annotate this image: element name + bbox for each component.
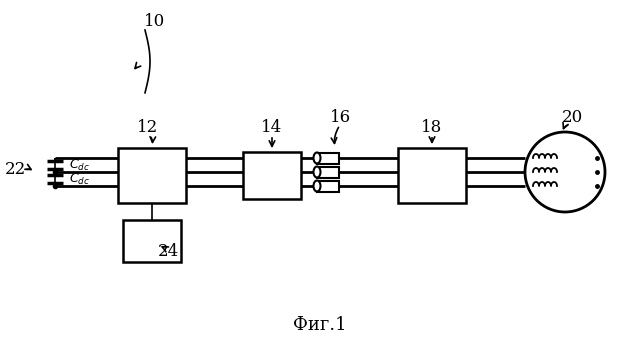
Text: 24: 24 <box>157 244 179 260</box>
Text: 20: 20 <box>561 109 582 127</box>
Ellipse shape <box>314 180 321 191</box>
Bar <box>118 148 186 203</box>
Circle shape <box>525 132 605 212</box>
Bar <box>243 152 301 199</box>
Bar <box>317 153 339 164</box>
Text: $C_{dc}$: $C_{dc}$ <box>69 157 90 173</box>
Text: 22: 22 <box>4 162 26 178</box>
Bar <box>123 220 181 262</box>
Bar <box>398 148 466 203</box>
Text: 12: 12 <box>138 119 159 137</box>
Ellipse shape <box>314 166 321 177</box>
Bar <box>317 180 339 191</box>
Ellipse shape <box>314 153 321 164</box>
Bar <box>317 166 339 177</box>
Text: 16: 16 <box>330 109 351 127</box>
Text: 14: 14 <box>261 119 283 137</box>
Text: 18: 18 <box>421 119 443 137</box>
Text: Фиг.1: Фиг.1 <box>293 316 347 334</box>
Text: $C_{dc}$: $C_{dc}$ <box>69 172 90 187</box>
Text: 10: 10 <box>145 13 166 31</box>
